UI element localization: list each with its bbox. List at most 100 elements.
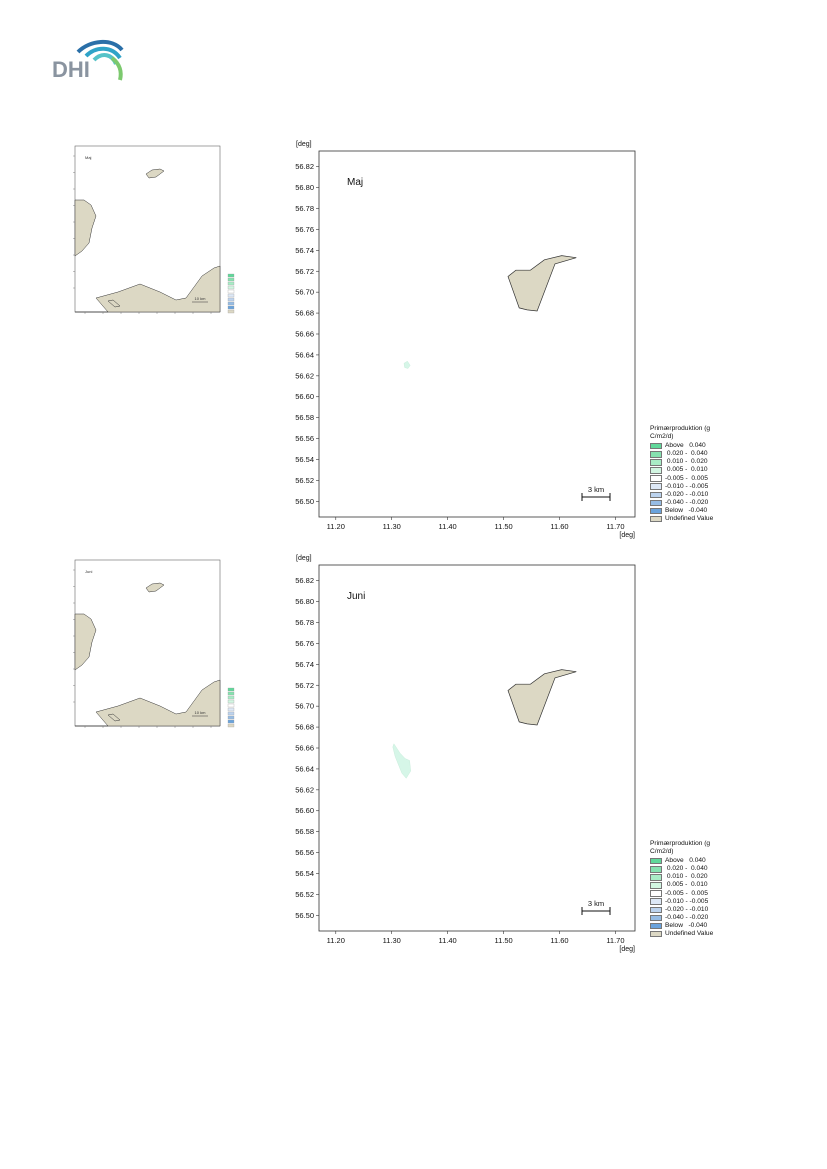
- legend-maj: Primærproduktion (g C/m2/d) Above 0.040 …: [650, 425, 713, 523]
- legend-item: Below -0.040: [650, 922, 713, 930]
- scale-bar-label: 3 km: [588, 899, 604, 908]
- overview-legend-swatch: [227, 719, 235, 724]
- overview-title: Maj: [85, 155, 92, 160]
- y-tick-label: 56.50: [295, 911, 314, 920]
- x-tick-label: 11.70: [606, 936, 624, 945]
- y-tick-label: 56.76: [295, 639, 314, 648]
- legend-item: -0.010 - -0.005: [650, 483, 713, 491]
- island-land: [507, 255, 577, 312]
- legend-label: 0.005 - 0.010: [665, 466, 708, 474]
- overview-land: [145, 582, 165, 593]
- legend-item: -0.040 - -0.020: [650, 914, 713, 922]
- legend-label: Below -0.040: [665, 506, 708, 514]
- legend-swatch: [650, 874, 662, 881]
- legend-swatch: [650, 857, 662, 865]
- legend-label: -0.020 - -0.010: [665, 905, 709, 913]
- y-tick-label: 56.52: [295, 476, 314, 485]
- x-tick-label: 11.30: [383, 522, 401, 531]
- legend-item: Undefined Value: [650, 515, 713, 523]
- svg-text:DHI: DHI: [52, 57, 90, 82]
- y-tick-label: 56.56: [295, 848, 314, 857]
- x-unit-label: [deg]: [619, 532, 635, 539]
- y-tick-label: 56.66: [295, 330, 314, 339]
- legend-label: Undefined Value: [665, 930, 714, 938]
- y-tick-label: 56.56: [295, 434, 314, 443]
- legend-label: -0.010 - -0.005: [665, 482, 709, 490]
- x-tick-label: 11.40: [439, 522, 457, 531]
- overview-scale-label: 10 km: [195, 710, 207, 715]
- x-tick-label: 11.30: [383, 936, 401, 945]
- legend-label: 0.020 - 0.040: [665, 865, 708, 873]
- x-unit-label: [deg]: [619, 946, 635, 953]
- legend-label: 0.020 - 0.040: [665, 450, 708, 458]
- legend-item: 0.010 - 0.020: [650, 873, 713, 881]
- legend-title: Primærproduktion (g C/m2/d): [650, 425, 711, 441]
- overview-map-juni: Juni 10 km: [73, 559, 235, 728]
- y-tick-label: 56.70: [295, 288, 314, 297]
- legend-items: Above 0.040 0.020 - 0.040 0.010 - 0.020 …: [650, 857, 713, 938]
- legend-label: -0.040 - -0.020: [665, 913, 709, 921]
- overview-land: [74, 199, 97, 257]
- x-tick-label: 11.50: [494, 522, 512, 531]
- y-tick-label: 56.82: [295, 576, 314, 585]
- y-tick-label: 56.60: [295, 806, 314, 815]
- legend-item: -0.010 - -0.005: [650, 898, 713, 906]
- overview-legend-swatch: [227, 711, 235, 716]
- map-title: Juni: [347, 591, 365, 602]
- y-tick-label: 56.74: [295, 660, 314, 669]
- legend-item: Above 0.040: [650, 442, 713, 450]
- legend-label: -0.040 - -0.020: [665, 498, 709, 506]
- legend-swatch: [650, 491, 662, 499]
- legend-item: Undefined Value: [650, 930, 713, 938]
- overview-legend-swatch: [227, 301, 235, 306]
- legend-label: -0.020 - -0.010: [665, 490, 709, 498]
- map-frame: [318, 564, 636, 932]
- x-tick-label: 11.60: [550, 936, 568, 945]
- legend-title: Primærproduktion (g C/m2/d): [650, 840, 711, 856]
- y-tick-label: 56.52: [295, 890, 314, 899]
- overview-legend-swatch: [227, 281, 235, 286]
- overview-legend-swatch: [227, 293, 235, 298]
- legend-label: -0.010 - -0.005: [665, 897, 709, 905]
- x-tick-label: 11.40: [439, 936, 457, 945]
- y-tick-label: 56.64: [295, 764, 314, 773]
- legend-label: 0.005 - 0.010: [665, 881, 708, 889]
- y-tick-label: 56.78: [295, 204, 314, 213]
- y-tick-label: 56.62: [295, 371, 314, 380]
- legend-item: 0.020 - 0.040: [650, 865, 713, 873]
- overview-legend-swatch: [227, 273, 235, 278]
- overview-legend-swatch: [227, 289, 235, 294]
- legend-swatch: [650, 898, 662, 905]
- legend-swatch: [650, 467, 662, 474]
- overview-legend-swatch: [227, 699, 235, 704]
- legend-item: -0.005 - 0.005: [650, 890, 713, 898]
- legend-swatch: [650, 499, 662, 507]
- y-tick-label: 56.66: [295, 744, 314, 753]
- legend-label: Undefined Value: [665, 515, 714, 523]
- panel-maj: Maj 10 km 56.82 56.80 56.78 56.76 56.74 56.72 5…: [0, 0, 827, 560]
- legend-juni: Primærproduktion (g C/m2/d) Above 0.040 …: [650, 840, 713, 938]
- map-frame: [318, 150, 636, 518]
- y-tick-label: 56.54: [295, 455, 314, 464]
- overview-title: Juni: [85, 569, 92, 574]
- overview-scale-label: 10 km: [195, 296, 207, 301]
- legend-label: Above 0.040: [665, 857, 706, 865]
- y-tick-label: 56.58: [295, 413, 314, 422]
- legend-item: -0.020 - -0.010: [650, 906, 713, 914]
- legend-label: -0.005 - 0.005: [665, 474, 708, 482]
- legend-swatch: [650, 507, 662, 515]
- legend-swatch: [650, 922, 662, 930]
- y-tick-label: 56.68: [295, 309, 314, 318]
- overview-legend-swatch: [227, 687, 235, 692]
- legend-swatch: [650, 914, 662, 922]
- legend-label: 0.010 - 0.020: [665, 873, 708, 881]
- legend-item: -0.040 - -0.020: [650, 499, 713, 507]
- y-tick-label: 56.58: [295, 827, 314, 836]
- x-tick-label: 11.70: [606, 522, 624, 531]
- overview-land: [107, 299, 121, 308]
- legend-swatch: [650, 906, 662, 914]
- legend-item: 0.005 - 0.010: [650, 466, 713, 474]
- map-title: Maj: [347, 177, 363, 188]
- legend-swatch: [650, 459, 662, 466]
- y-tick-label: 56.60: [295, 392, 314, 401]
